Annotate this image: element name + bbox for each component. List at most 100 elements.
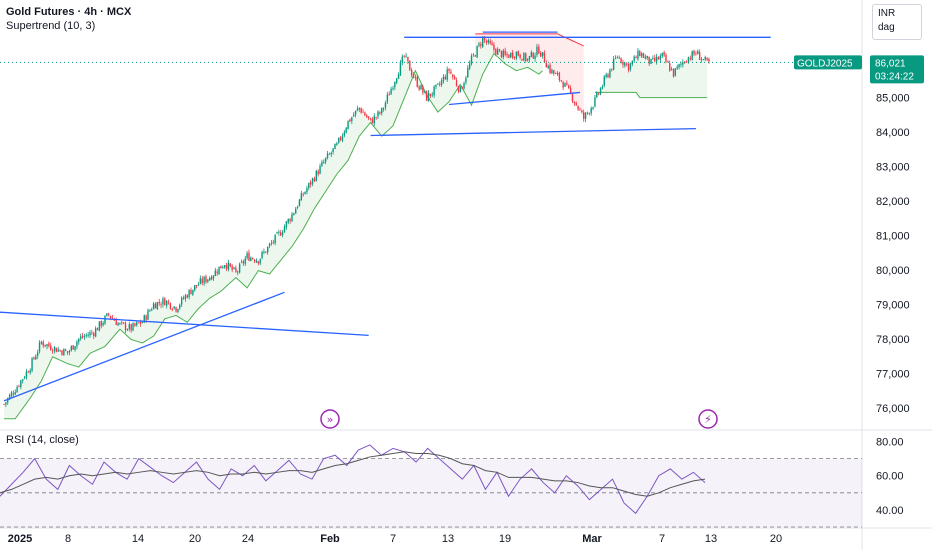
candle-body bbox=[70, 346, 73, 351]
price-tick-label: 76,000 bbox=[876, 403, 910, 415]
candle-body bbox=[500, 50, 503, 58]
candle-body bbox=[586, 112, 589, 114]
candle-body bbox=[179, 304, 181, 309]
candle-body bbox=[164, 298, 166, 306]
time-tick-label: 2025 bbox=[8, 533, 32, 545]
candle-body bbox=[51, 350, 54, 352]
candle-body bbox=[596, 92, 598, 98]
candle-body bbox=[459, 86, 461, 93]
candle-body bbox=[399, 61, 402, 76]
candle-body bbox=[94, 328, 97, 337]
price-tags: GOLDJ2025 86,021 03:24:22 bbox=[794, 55, 924, 84]
candle-body bbox=[418, 86, 420, 90]
candle-body bbox=[367, 116, 370, 119]
price-tick-label: 80,000 bbox=[876, 265, 910, 277]
candle-body bbox=[650, 58, 652, 64]
candle-body bbox=[526, 58, 529, 61]
candle-body bbox=[568, 85, 570, 88]
candle-body bbox=[180, 297, 183, 305]
candle-body bbox=[695, 53, 697, 55]
candle-body bbox=[128, 324, 130, 330]
candle-body bbox=[278, 231, 280, 233]
candle-body bbox=[698, 52, 701, 60]
rsi-panel: 40.00 60.00 80.00 bbox=[0, 437, 904, 528]
rsi-line bbox=[0, 444, 706, 515]
candle-body bbox=[575, 102, 577, 106]
candle-body bbox=[646, 55, 648, 58]
candle-body bbox=[665, 54, 667, 62]
candle-body bbox=[295, 208, 297, 214]
candle-body bbox=[91, 332, 93, 334]
candle-body bbox=[629, 63, 632, 70]
candle-body bbox=[334, 143, 336, 150]
candle-body bbox=[597, 93, 600, 95]
candle-body bbox=[487, 39, 490, 43]
candle-body bbox=[379, 112, 381, 114]
candle-body bbox=[323, 161, 325, 163]
rsi-legend: RSI (14, close) bbox=[6, 434, 79, 446]
candle-body bbox=[373, 116, 375, 124]
candle-body bbox=[532, 52, 534, 59]
candle-body bbox=[7, 398, 9, 403]
candle-body bbox=[652, 57, 654, 59]
candle-body bbox=[440, 80, 443, 85]
candle-body bbox=[687, 57, 690, 63]
candle-body bbox=[424, 91, 426, 92]
candle-body bbox=[104, 316, 106, 324]
candle-body bbox=[285, 221, 288, 228]
candle-body bbox=[364, 112, 366, 116]
candle-body bbox=[182, 297, 185, 299]
candle-body bbox=[147, 310, 149, 320]
candle-body bbox=[336, 143, 338, 145]
candle-body bbox=[420, 85, 422, 90]
candle-body bbox=[618, 57, 620, 59]
candle-body bbox=[231, 265, 233, 270]
candle-body bbox=[42, 342, 44, 346]
candle-body bbox=[571, 94, 574, 102]
candle-body bbox=[592, 107, 594, 109]
candle-body bbox=[255, 260, 258, 263]
candle-body bbox=[281, 232, 284, 235]
candle-body bbox=[482, 37, 484, 47]
earnings-arrows-icon-glyph: » bbox=[327, 413, 334, 426]
candle-body bbox=[530, 52, 533, 57]
candle-body bbox=[706, 57, 708, 60]
currency-selector[interactable]: INR dag bbox=[872, 4, 922, 40]
candle-body bbox=[68, 350, 71, 353]
candle-body bbox=[33, 357, 35, 359]
candle-body bbox=[452, 74, 454, 78]
candle-body bbox=[18, 385, 20, 387]
time-axis: 2025 8 14 20 24 Feb 7 13 19 Mar 7 13 20 bbox=[8, 533, 782, 545]
last-price-label: 86,021 bbox=[875, 58, 906, 69]
candle-body bbox=[250, 257, 252, 261]
candle-body bbox=[427, 93, 430, 102]
candle-body bbox=[397, 74, 400, 79]
candle-body bbox=[122, 322, 125, 324]
candle-body bbox=[609, 69, 611, 78]
candle-body bbox=[272, 242, 274, 243]
candle-body bbox=[416, 77, 418, 87]
candle-body bbox=[63, 348, 65, 356]
candle-body bbox=[44, 344, 46, 347]
candle-body bbox=[317, 171, 319, 175]
candle-body bbox=[654, 57, 656, 61]
candle-body bbox=[463, 83, 465, 89]
candle-body bbox=[89, 332, 91, 336]
candle-body bbox=[556, 72, 559, 74]
candle-body bbox=[616, 57, 619, 59]
candle-body bbox=[229, 263, 231, 267]
candle-body bbox=[358, 107, 360, 110]
candle-body bbox=[309, 181, 312, 185]
candle-body bbox=[22, 379, 24, 381]
supertrend-legend: Supertrend (10, 3) bbox=[6, 20, 96, 32]
currency-label: INR bbox=[878, 8, 896, 19]
candle-body bbox=[483, 38, 486, 41]
candle-body bbox=[225, 265, 228, 269]
candle-body bbox=[216, 271, 218, 274]
candle-body bbox=[506, 53, 508, 56]
candle-body bbox=[476, 45, 478, 58]
candle-body bbox=[624, 62, 626, 66]
candle-body bbox=[149, 310, 151, 312]
